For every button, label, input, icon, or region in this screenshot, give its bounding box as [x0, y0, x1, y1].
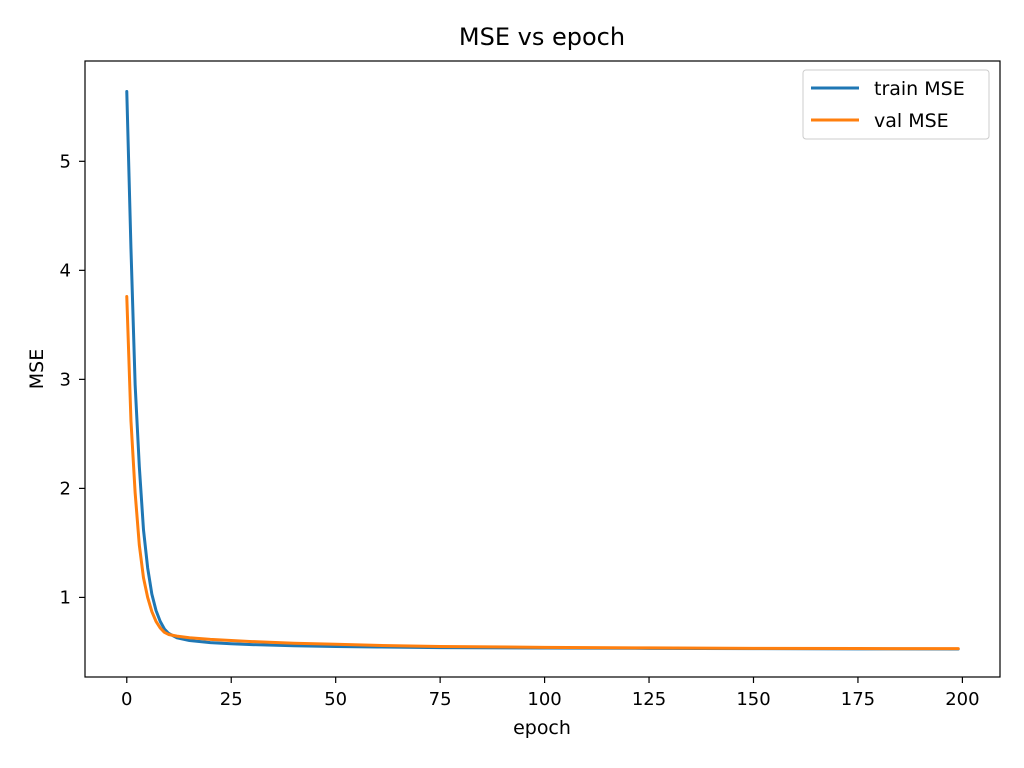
val-mse-line: [125, 294, 960, 651]
plot-frame: [84, 60, 1001, 678]
y-tick-label: 1: [60, 587, 71, 608]
x-tick-label: 175: [841, 689, 875, 710]
y-tick-label: 3: [60, 369, 71, 390]
legend: train MSE val MSE: [802, 69, 990, 140]
x-axis-ticks: 0 25 50 75 100 125 150 175 200: [121, 677, 980, 710]
y-tick-label: 5: [60, 151, 71, 172]
y-axis-label: MSE: [26, 349, 48, 389]
x-tick-label: 0: [121, 689, 132, 710]
legend-label-val: val MSE: [874, 110, 949, 132]
x-tick-label: 25: [220, 689, 243, 710]
x-tick-label: 100: [527, 689, 561, 710]
x-tick-label: 50: [324, 689, 347, 710]
legend-label-train: train MSE: [874, 78, 965, 100]
y-tick-label: 2: [60, 478, 71, 499]
y-axis-ticks: 1 2 3 4 5: [60, 151, 85, 608]
x-tick-label: 125: [632, 689, 666, 710]
x-tick-label: 150: [736, 689, 770, 710]
x-tick-label: 75: [429, 689, 452, 710]
y-tick-label: 4: [60, 260, 71, 281]
series-layer: [125, 90, 960, 651]
x-tick-label: 200: [945, 689, 979, 710]
chart-title: MSE vs epoch: [459, 23, 625, 51]
x-axis-label: epoch: [513, 717, 571, 739]
